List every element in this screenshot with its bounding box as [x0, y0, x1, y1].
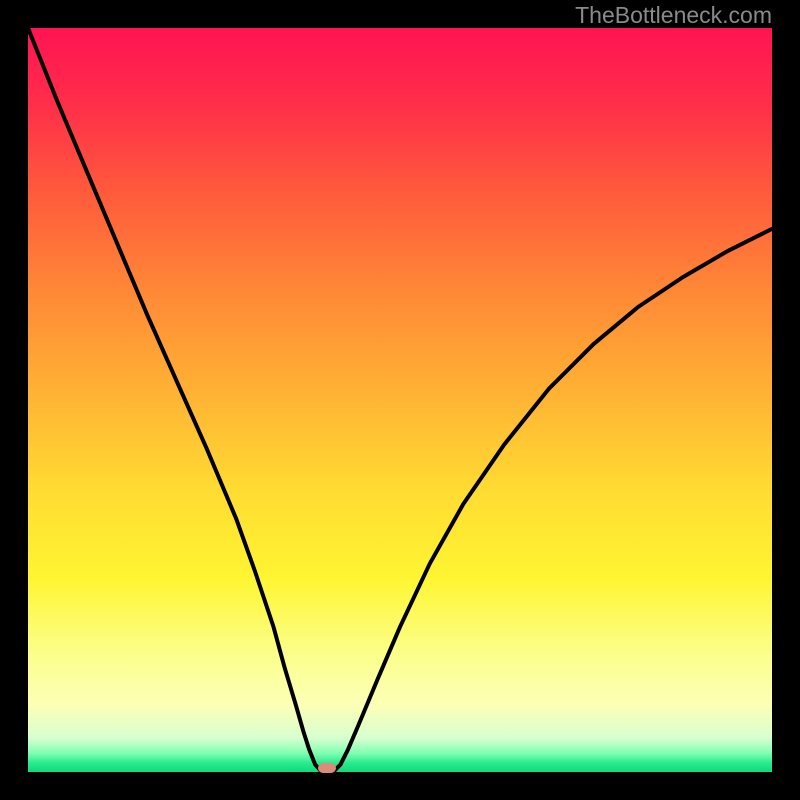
watermark-text: TheBottleneck.com: [575, 2, 772, 29]
bottleneck-curve: [0, 0, 800, 800]
optimum-marker: [318, 763, 337, 773]
